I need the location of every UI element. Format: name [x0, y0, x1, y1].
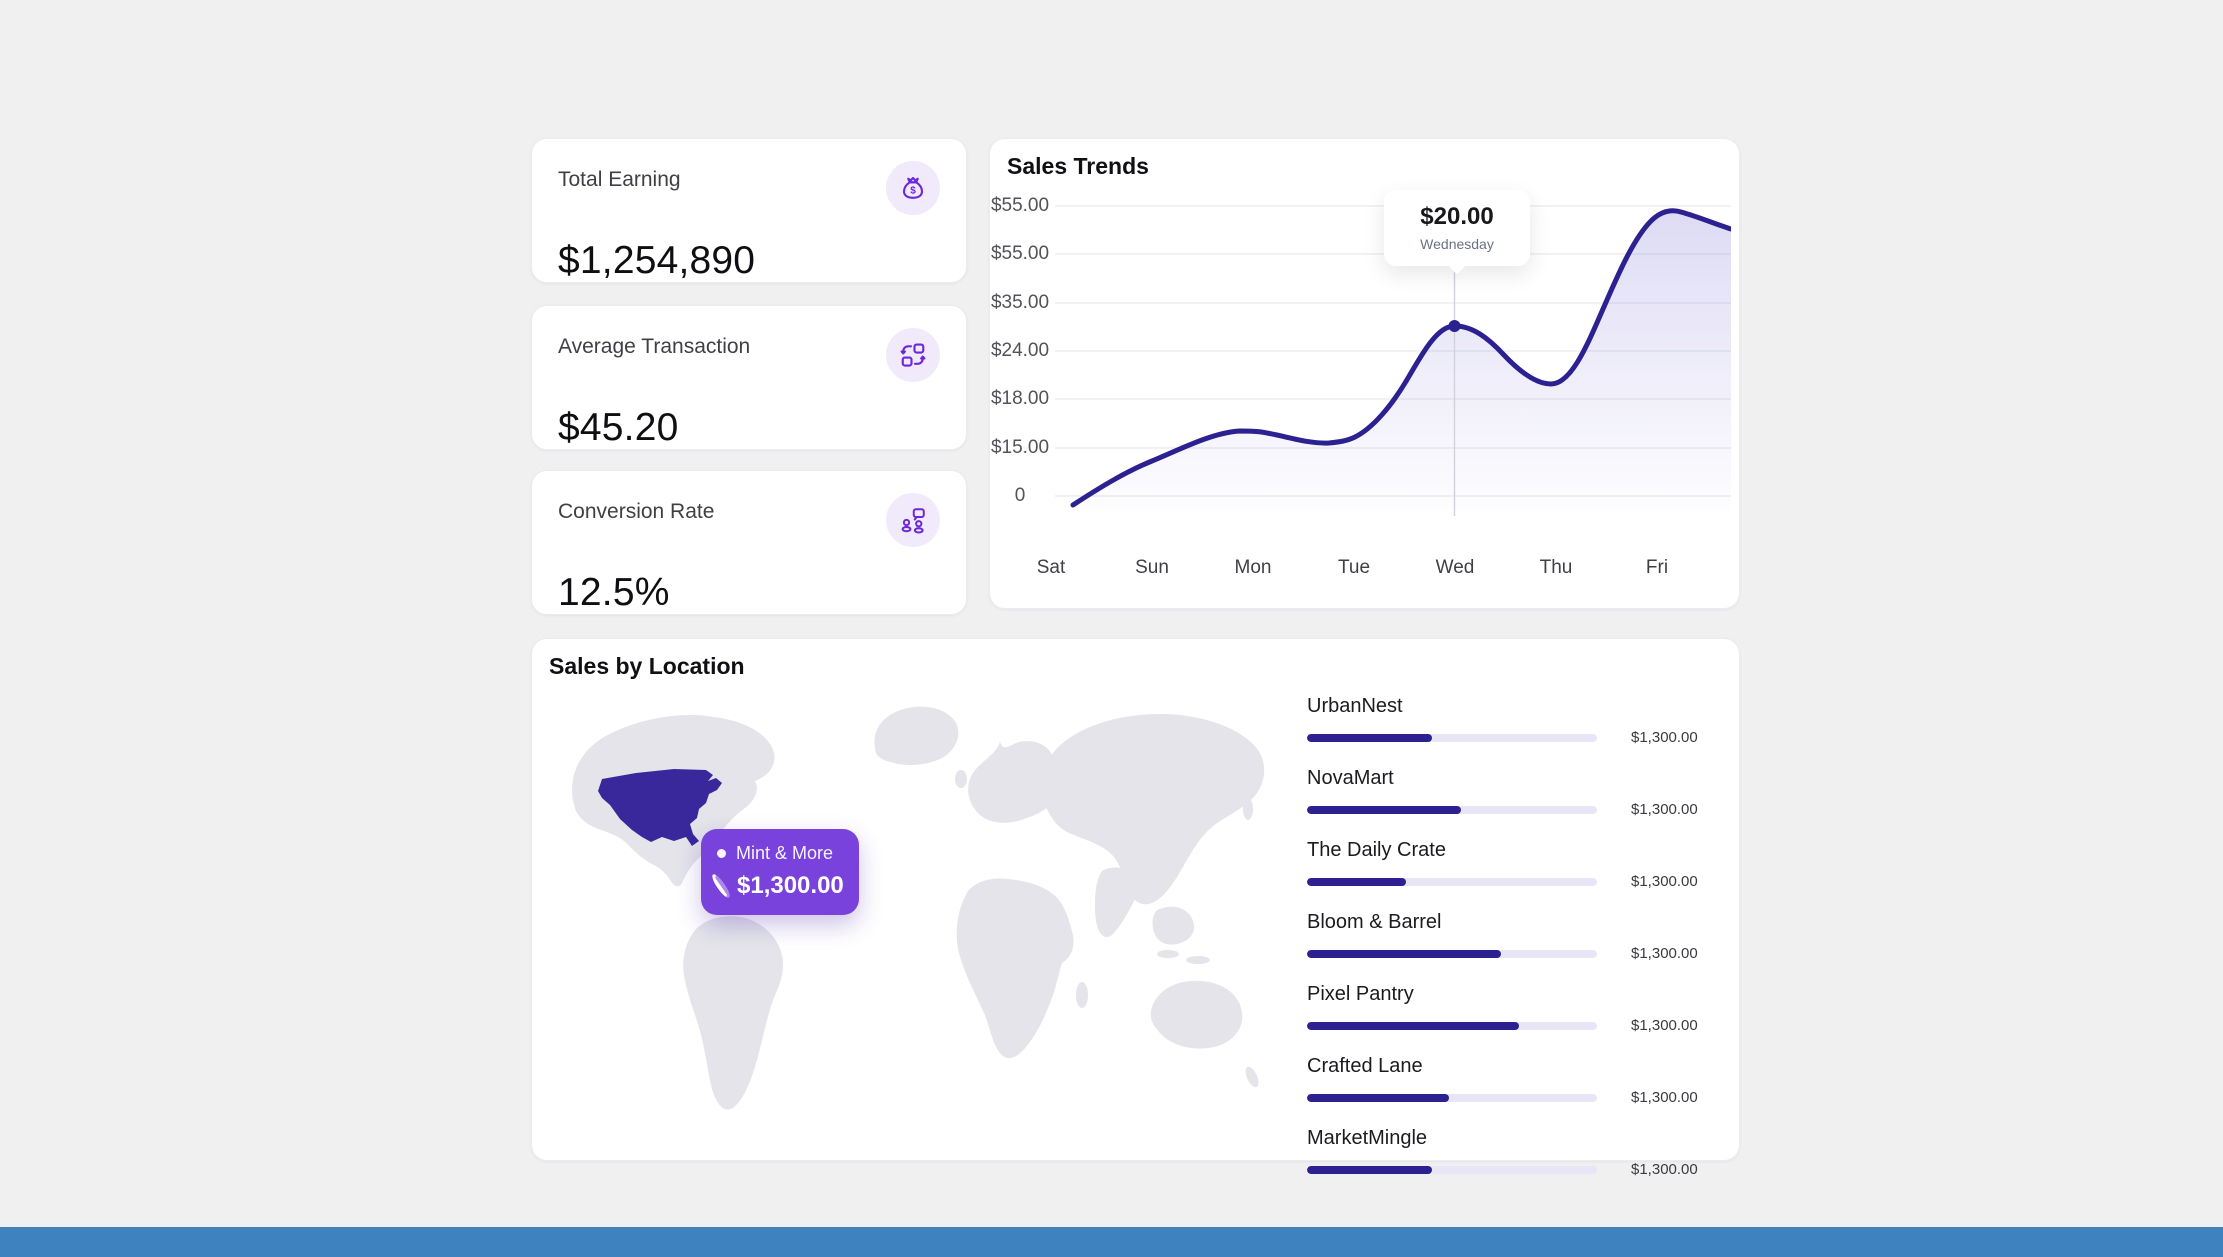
- region-southeast-asia: [1152, 906, 1194, 945]
- progress-fill: [1307, 1165, 1432, 1174]
- progress-fill: [1307, 1093, 1450, 1102]
- trend-area-fill: [1073, 210, 1731, 512]
- store-row-urbannest: UrbanNest $1,300.00: [1307, 695, 1727, 746]
- continent-africa: [956, 878, 1074, 1059]
- total-earning-value: $1,254,890: [558, 239, 756, 282]
- x-tick-mon: Mon: [1234, 557, 1272, 578]
- progress-track: [1307, 1165, 1597, 1174]
- progress-fill: [1307, 733, 1432, 742]
- average-transaction-label: Average Transaction: [558, 335, 751, 358]
- continent-australia: [1150, 980, 1243, 1049]
- store-amount: $1,300.00: [1631, 1089, 1698, 1106]
- island-japan: [1243, 798, 1253, 820]
- sales-trends-chart-canvas[interactable]: [1051, 191, 1731, 526]
- store-row-pixel-pantry: Pixel Pantry $1,300.00: [1307, 983, 1727, 1034]
- x-tick-sat: Sat: [1036, 557, 1066, 578]
- island-uk: [955, 770, 967, 788]
- island-madagascar: [1076, 982, 1088, 1008]
- conversion-rate-card: Conversion Rate 12.5%: [531, 470, 967, 615]
- continent-europe: [968, 741, 1058, 823]
- region-india: [1094, 867, 1139, 938]
- store-name: UrbanNest: [1307, 695, 1403, 717]
- transactions-icon: [886, 328, 940, 382]
- x-tick-tue: Tue: [1337, 557, 1371, 578]
- bottom-accent-bar: [0, 1227, 2223, 1257]
- continent-asia: [1041, 714, 1265, 905]
- progress-track: [1307, 949, 1597, 958]
- continent-south-america: [683, 916, 784, 1110]
- store-amount: $1,300.00: [1631, 1017, 1698, 1034]
- island-indonesia-2: [1186, 956, 1210, 964]
- progress-fill: [1307, 1021, 1519, 1030]
- progress-fill: [1307, 877, 1406, 886]
- store-sales-list: UrbanNest $1,300.00 NovaMart $1,300.00 T…: [1307, 695, 1727, 1199]
- total-earning-card: Total Earning $ $1,254,890: [531, 138, 967, 283]
- y-tick-3: $24.00: [990, 340, 1050, 361]
- sales-by-location-panel: Sales by Location: [531, 638, 1740, 1178]
- x-tick-wed: Wed: [1435, 557, 1475, 578]
- store-amount: $1,300.00: [1631, 1161, 1698, 1178]
- store-amount: $1,300.00: [1631, 729, 1698, 746]
- total-earning-label: Total Earning: [558, 168, 681, 191]
- y-tick-0: $55.00: [990, 195, 1050, 216]
- store-row-novamart: NovaMart $1,300.00: [1307, 767, 1727, 818]
- store-row-the-daily-crate: The Daily Crate $1,300.00: [1307, 839, 1727, 890]
- store-amount: $1,300.00: [1631, 873, 1698, 890]
- x-tick-thu: Thu: [1539, 557, 1573, 578]
- island-indonesia-1: [1157, 950, 1179, 958]
- store-name: Crafted Lane: [1307, 1055, 1423, 1077]
- country-united-states-highlight[interactable]: [598, 769, 722, 846]
- chart-tooltip-day: Wednesday: [1420, 236, 1494, 252]
- progress-track: [1307, 1021, 1597, 1030]
- average-transaction-card: Average Transaction $45.20: [531, 305, 967, 450]
- store-amount: $1,300.00: [1631, 801, 1698, 818]
- progress-fill: [1307, 949, 1502, 958]
- sales-by-location-title: Sales by Location: [549, 653, 745, 679]
- store-row-marketmingle: MarketMingle $1,300.00: [1307, 1127, 1727, 1178]
- x-tick-fri: Fri: [1645, 557, 1669, 578]
- sales-trends-panel: Sales Trends $55.00 $55.00 $35.00 $24.00…: [989, 138, 1740, 609]
- progress-track: [1307, 877, 1597, 886]
- progress-ring-icon: [709, 872, 733, 900]
- y-tick-1: $55.00: [990, 243, 1050, 264]
- y-tick-6: 0: [1014, 485, 1026, 506]
- y-tick-2: $35.00: [990, 292, 1050, 313]
- world-map[interactable]: [556, 691, 1266, 1116]
- conversion-icon: [886, 493, 940, 547]
- average-transaction-value: $45.20: [558, 406, 679, 449]
- active-point-marker[interactable]: [1448, 320, 1461, 332]
- store-name: Bloom & Barrel: [1307, 911, 1442, 933]
- chart-tooltip: $20.00 Wednesday: [1384, 190, 1530, 275]
- island-greenland: [874, 706, 959, 765]
- progress-track: [1307, 805, 1597, 814]
- progress-track: [1307, 733, 1597, 742]
- store-name: The Daily Crate: [1307, 839, 1446, 861]
- conversion-rate-label: Conversion Rate: [558, 500, 715, 523]
- store-name: NovaMart: [1307, 767, 1394, 789]
- store-name: Pixel Pantry: [1307, 983, 1414, 1005]
- sales-trends-title: Sales Trends: [1007, 153, 1149, 179]
- island-new-zealand: [1245, 1066, 1259, 1088]
- chart-tooltip-value: $20.00: [1420, 203, 1494, 230]
- map-tooltip-value: $1,300.00: [737, 872, 844, 899]
- map-tooltip: Mint & More $1,300.00: [701, 829, 859, 915]
- bullet-dot-icon: [717, 849, 726, 858]
- progress-track: [1307, 1093, 1597, 1102]
- svg-text:$: $: [910, 186, 916, 197]
- store-name: MarketMingle: [1307, 1127, 1428, 1149]
- money-bag-icon: $: [886, 161, 940, 215]
- conversion-rate-value: 12.5%: [558, 571, 670, 614]
- progress-fill: [1307, 805, 1461, 814]
- map-tooltip-store: Mint & More: [736, 843, 834, 863]
- store-amount: $1,300.00: [1631, 945, 1698, 962]
- y-tick-4: $18.00: [990, 388, 1050, 409]
- x-tick-sun: Sun: [1135, 557, 1169, 578]
- store-row-bloom-and-barrel: Bloom & Barrel $1,300.00: [1307, 911, 1727, 962]
- store-row-crafted-lane: Crafted Lane $1,300.00: [1307, 1055, 1727, 1106]
- y-tick-5: $15.00: [990, 437, 1050, 458]
